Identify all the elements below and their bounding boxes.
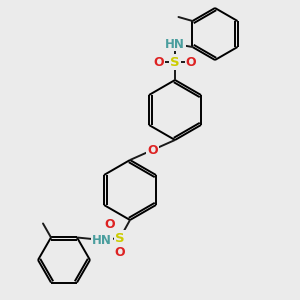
Text: S: S xyxy=(115,232,125,244)
Text: O: O xyxy=(105,218,115,230)
Text: O: O xyxy=(154,56,164,68)
Text: HN: HN xyxy=(165,38,185,50)
Text: S: S xyxy=(170,56,180,68)
Text: HN: HN xyxy=(92,233,112,247)
Text: O: O xyxy=(186,56,196,68)
Text: O: O xyxy=(147,143,158,157)
Text: O: O xyxy=(115,245,125,259)
